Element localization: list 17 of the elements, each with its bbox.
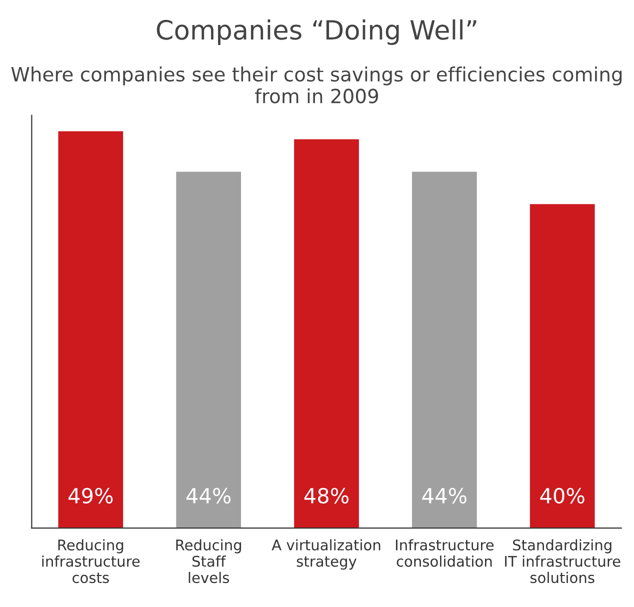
- chart-subtitle: Where companies see their cost savings or efficiencies coming from in 2009: [11, 66, 622, 104]
- data-label: 48%: [304, 488, 349, 504]
- data-label: 49%: [68, 488, 113, 504]
- bar: [176, 172, 242, 528]
- x-tick-label: A virtualization strategy: [272, 539, 380, 570]
- x-tick-label: Reducing infrastructure costs: [42, 539, 140, 584]
- chart-title: Companies “Doing Well”: [156, 19, 476, 45]
- data-label: 44%: [186, 488, 231, 504]
- data-label: 44%: [422, 488, 466, 504]
- bar: [58, 131, 124, 528]
- bar: [294, 139, 359, 528]
- bar: [412, 172, 477, 528]
- x-tick-label: Infrastructure consolidation: [396, 539, 494, 567]
- x-tick-label: Reducing Staff levels: [176, 539, 242, 584]
- data-label: 40%: [540, 488, 584, 504]
- x-tick-label: Standardizing IT infrastructure solutions: [505, 539, 620, 584]
- bar: [530, 204, 595, 528]
